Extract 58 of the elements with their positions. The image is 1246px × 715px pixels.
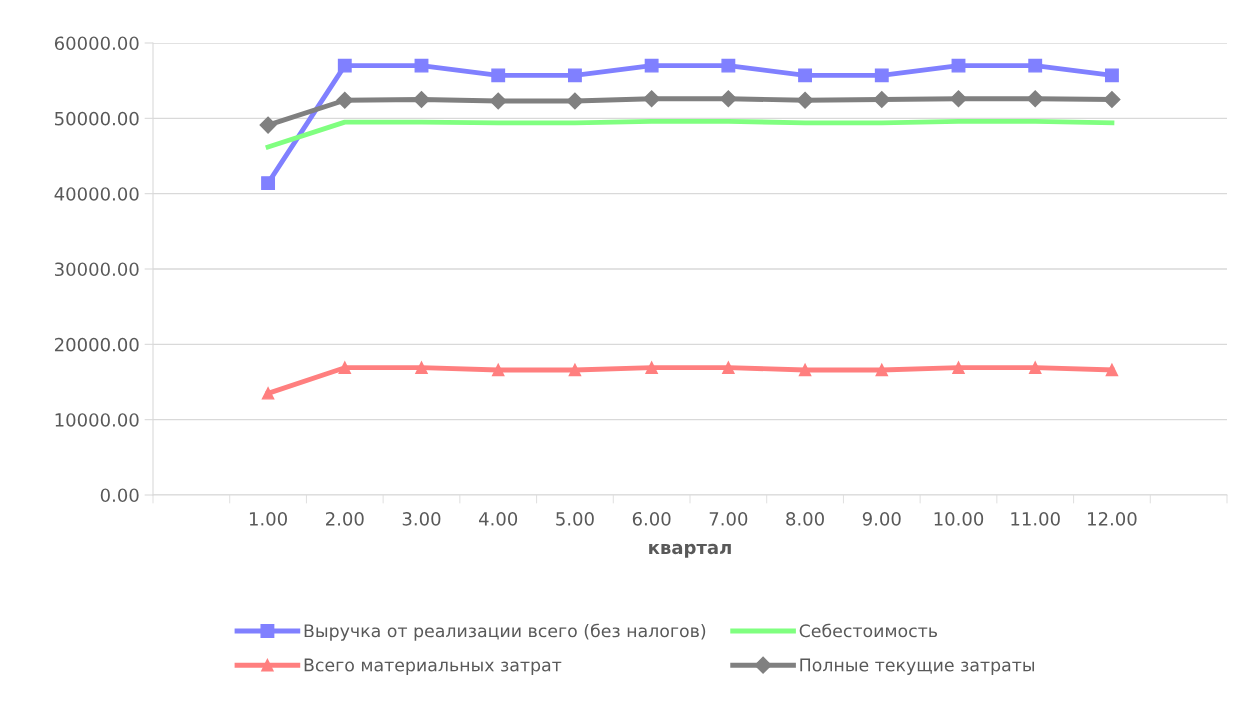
y-tick-label: 0.00 bbox=[100, 488, 139, 503]
x-tick-label: 5.00 bbox=[556, 511, 594, 526]
point bbox=[1103, 90, 1121, 109]
point bbox=[719, 90, 737, 108]
y-tick-label: 40000.00 bbox=[54, 187, 139, 201]
y-tick-label: 50000.00 bbox=[55, 111, 139, 126]
point bbox=[644, 58, 659, 73]
legend-label: Полные текущие затраты bbox=[800, 658, 1035, 675]
point bbox=[567, 68, 582, 83]
point bbox=[645, 361, 658, 374]
legend-label: Себестоимость bbox=[799, 623, 938, 638]
y-tick-label: 60000.00 bbox=[54, 36, 139, 51]
x-tick-label: 11.00 bbox=[1011, 511, 1060, 526]
y-tick-label: 10000.00 bbox=[55, 413, 139, 427]
point bbox=[952, 361, 965, 374]
point bbox=[261, 176, 276, 191]
y-tick-label: 20000.00 bbox=[54, 337, 139, 352]
point bbox=[337, 58, 352, 73]
point bbox=[874, 68, 889, 83]
legend-label: Выручка от реализации всего (без налогов) bbox=[304, 623, 706, 641]
point bbox=[796, 91, 814, 109]
point bbox=[798, 68, 813, 83]
point bbox=[1028, 58, 1043, 73]
line-series bbox=[265, 118, 1115, 150]
point bbox=[1028, 361, 1042, 374]
point bbox=[491, 363, 505, 377]
point bbox=[1026, 90, 1044, 108]
point bbox=[722, 361, 735, 374]
x-tick-label: 8.00 bbox=[786, 511, 824, 526]
x-tick-label: 3.00 bbox=[402, 511, 441, 526]
point bbox=[1104, 68, 1119, 83]
point bbox=[721, 58, 736, 73]
point bbox=[338, 361, 352, 374]
legend-label: Всего материальных затрат bbox=[304, 658, 562, 675]
point bbox=[491, 68, 506, 83]
x-tick-label: 7.00 bbox=[709, 511, 748, 526]
x-tick-label: 2.00 bbox=[326, 511, 364, 526]
point bbox=[798, 363, 812, 377]
point bbox=[568, 363, 582, 377]
point bbox=[259, 116, 277, 134]
point bbox=[489, 92, 507, 110]
x-tick-label: 9.00 bbox=[862, 511, 901, 526]
point bbox=[951, 58, 966, 73]
point bbox=[1105, 363, 1119, 377]
x-axis-title: квартал bbox=[649, 543, 731, 558]
x-tick-label: 10.00 bbox=[934, 511, 984, 526]
point bbox=[415, 361, 428, 374]
x-tick-label: 12.00 bbox=[1088, 511, 1137, 526]
point bbox=[566, 92, 584, 110]
point bbox=[336, 91, 354, 109]
x-tick-label: 1.00 bbox=[249, 511, 287, 526]
y-tick-label: 30000.00 bbox=[55, 262, 139, 277]
x-tick-label: 4.00 bbox=[479, 511, 518, 526]
point bbox=[261, 387, 275, 400]
point bbox=[414, 58, 429, 73]
point bbox=[643, 90, 661, 108]
point bbox=[875, 363, 889, 377]
x-tick-label: 6.00 bbox=[632, 511, 671, 526]
